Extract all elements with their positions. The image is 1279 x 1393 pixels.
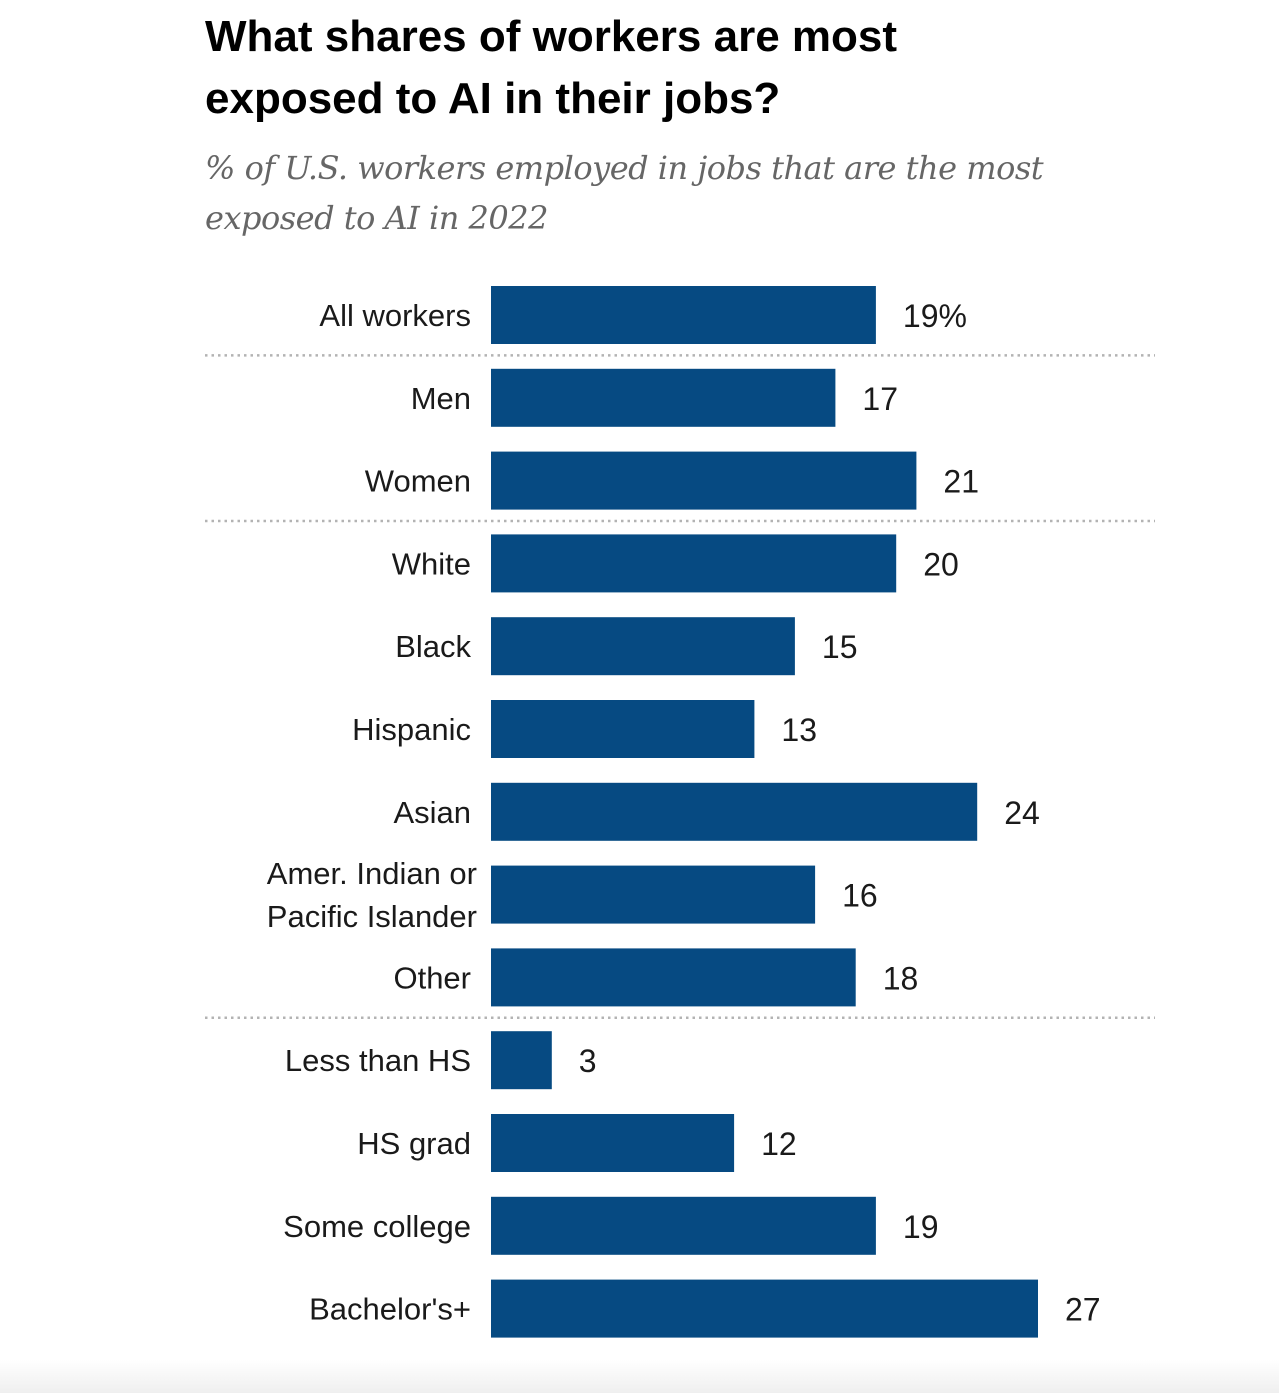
bar-black <box>491 617 795 676</box>
value-label-black: 15 <box>822 629 858 665</box>
chart-subtitle: % of U.S. workers employed in jobs that … <box>205 149 1044 237</box>
bar-asian <box>491 782 978 841</box>
value-label-men: 17 <box>862 381 898 417</box>
bar-amer-indian-or-pacific-islander <box>491 865 816 924</box>
value-label-all-workers: 19% <box>903 298 967 334</box>
value-label-hs-grad: 12 <box>761 1126 797 1162</box>
category-label-bachelor-s: Bachelor's+ <box>309 1292 471 1327</box>
bar-hispanic <box>491 700 755 758</box>
bar-men <box>491 368 836 427</box>
category-label-hispanic: Hispanic <box>352 712 471 747</box>
bar-less-than-hs <box>491 1031 552 1090</box>
value-label-amer-indian-or-pacific-islander: 16 <box>842 878 878 914</box>
value-label-white: 20 <box>923 546 959 582</box>
bar-women <box>491 451 917 510</box>
bar-bachelor-s <box>491 1279 1038 1338</box>
bar-all-workers <box>491 286 876 344</box>
chart-title: What shares of workers are most exposed … <box>205 12 898 123</box>
category-label-hs-grad: HS grad <box>357 1126 471 1161</box>
category-label-less-than-hs: Less than HS <box>285 1043 471 1078</box>
category-label-amer-indian-or-pacific-islander: Amer. Indian or Pacific Islander <box>267 856 477 934</box>
bar-white <box>491 534 897 593</box>
category-label-other: Other <box>393 960 471 995</box>
bottom-fade <box>0 1360 1279 1393</box>
category-label-men: Men <box>411 381 471 416</box>
bar-hs-grad <box>491 1114 735 1172</box>
category-label-white: White <box>392 546 471 581</box>
category-labels: All workers Men Women White Black Hispanic Asi… <box>267 298 477 1327</box>
value-labels: 19% 17 21 20 15 13 24 16 18 3 12 19 27 <box>579 298 1101 1328</box>
value-label-some-college: 19 <box>903 1209 939 1245</box>
bars <box>491 286 1038 1338</box>
group-separators <box>205 354 1155 1020</box>
value-label-less-than-hs: 3 <box>579 1043 597 1079</box>
category-label-all-workers: All workers <box>319 298 471 333</box>
category-label-black: Black <box>395 629 471 664</box>
category-label-women: Women <box>365 464 471 499</box>
value-label-bachelor-s: 27 <box>1065 1292 1101 1328</box>
category-label-some-college: Some college <box>283 1209 471 1244</box>
value-label-hispanic: 13 <box>781 712 817 748</box>
bar-some-college <box>491 1196 876 1255</box>
value-label-other: 18 <box>883 960 919 996</box>
category-label-asian: Asian <box>393 795 471 830</box>
value-label-asian: 24 <box>1004 795 1040 831</box>
value-label-women: 21 <box>943 464 979 500</box>
bar-other <box>491 948 856 1007</box>
